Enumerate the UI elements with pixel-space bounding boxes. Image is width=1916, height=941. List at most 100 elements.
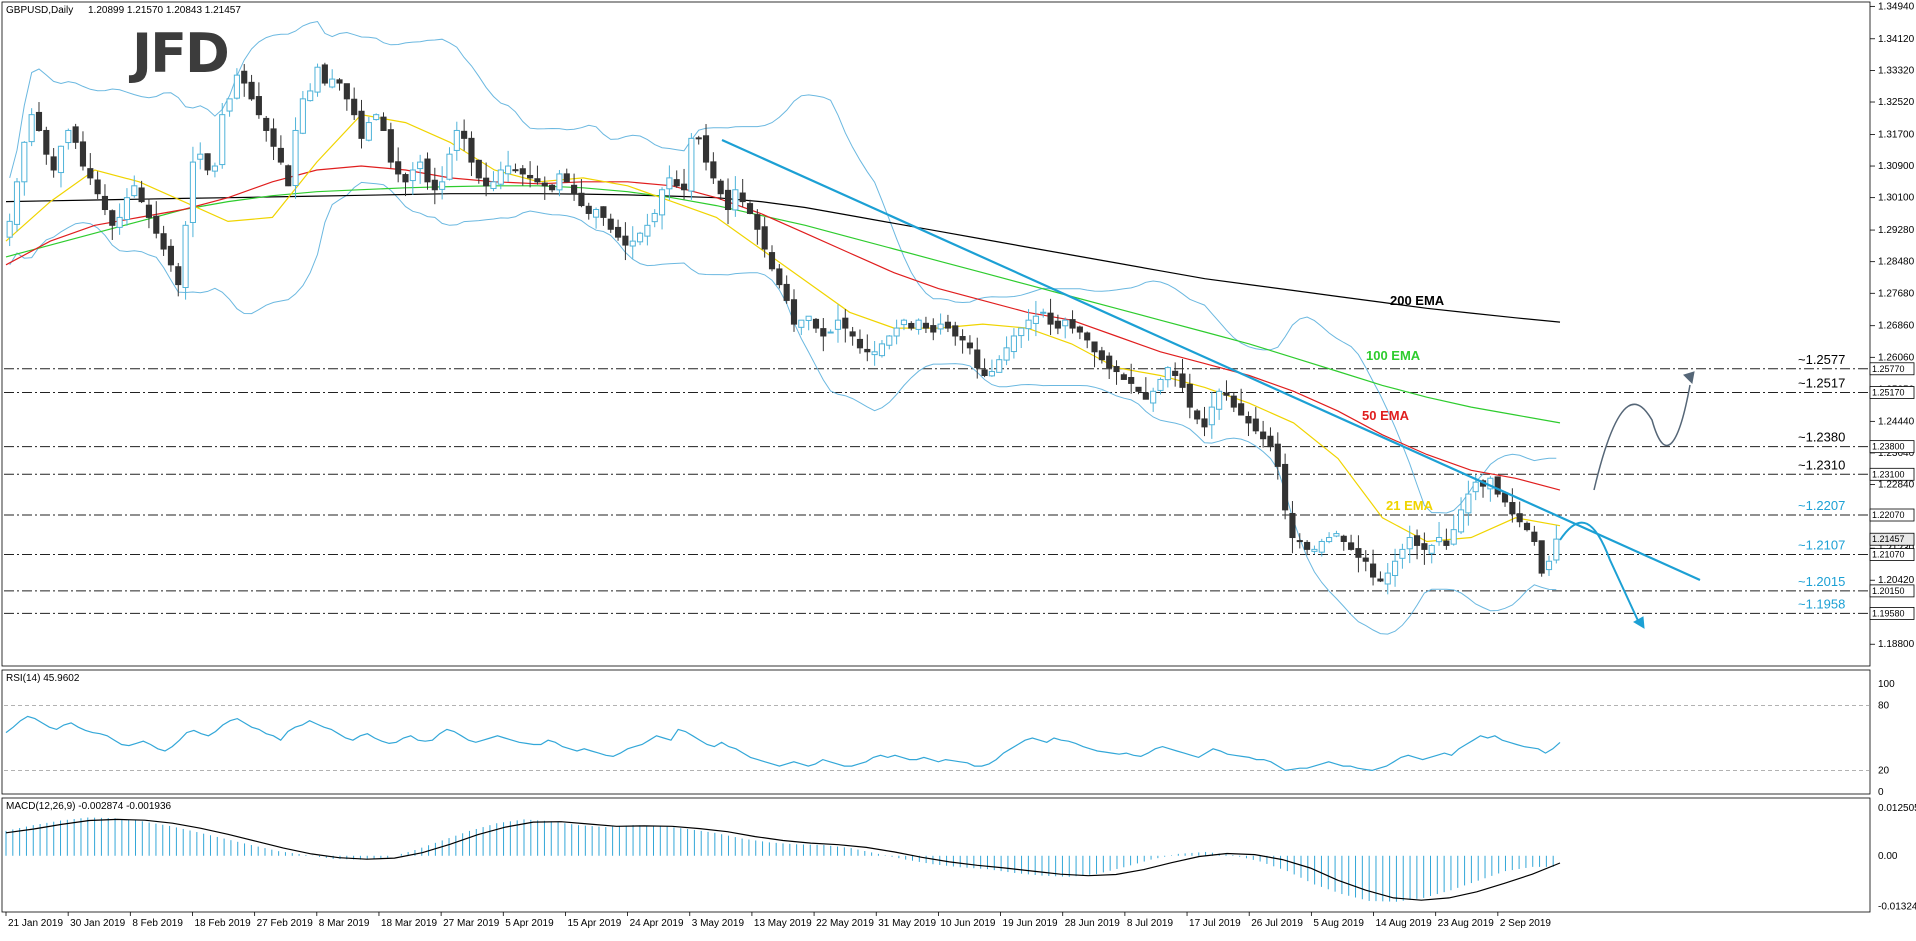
x-tick-label: 26 Jul 2019: [1251, 918, 1303, 929]
level-price-box-text: 1.19580: [1872, 608, 1905, 618]
candle-body: [248, 81, 255, 100]
candle-body: [673, 179, 680, 187]
x-tick-label: 15 Apr 2019: [567, 918, 621, 929]
rsi-y-tick-label: 80: [1878, 701, 1890, 712]
candle-body: [263, 117, 270, 131]
candle-body: [6, 220, 13, 238]
level-label: ~1.2577: [1798, 352, 1845, 367]
candle-body: [1164, 367, 1171, 381]
candle-body: [622, 235, 629, 246]
x-tick-label: 18 Feb 2019: [194, 918, 251, 929]
candle-body: [974, 349, 981, 369]
candle-body: [116, 216, 123, 228]
level-price-box: [1869, 440, 1915, 454]
candle-body: [1252, 418, 1259, 432]
candle-body: [1472, 481, 1479, 493]
candle-body: [189, 161, 196, 223]
ema-label: 50 EMA: [1362, 408, 1410, 423]
level-price-box-text: 1.21070: [1872, 550, 1905, 560]
candle-body: [43, 129, 50, 155]
candle-body: [680, 183, 688, 191]
candle-body: [175, 266, 182, 286]
macd-panel: [5, 817, 1561, 902]
candle-body: [1274, 443, 1281, 467]
candle-body: [666, 177, 673, 190]
price-y-tick-label: 1.32520: [1878, 97, 1915, 108]
candle-body: [864, 348, 871, 353]
price-panel: ~1.2577 ~1.2517 ~1.2380 ~1.2310 ~1.2207 ~1.21…: [4, 20, 1870, 635]
candle-body: [28, 114, 35, 143]
candle-body: [695, 137, 702, 140]
candle-body: [1450, 529, 1457, 545]
candle-body: [988, 371, 995, 377]
macd-y-tick-label: -0.013246: [1878, 901, 1916, 912]
candle-body: [1076, 326, 1083, 333]
candle-body: [160, 233, 167, 250]
candle-body: [1465, 493, 1472, 514]
level-label: ~1.2207: [1798, 498, 1845, 513]
candle-body: [871, 351, 878, 356]
macd-title: MACD(12,26,9) -0.002874 -0.001936: [6, 801, 172, 812]
candle-body: [959, 336, 966, 341]
price-y-tick-label: 1.34120: [1878, 34, 1915, 45]
candle-body: [1531, 531, 1538, 542]
candle-body: [424, 158, 431, 183]
candle-body: [1032, 315, 1039, 324]
candle-body: [834, 319, 842, 330]
candle-body: [1413, 535, 1421, 546]
level-price-box-text: 1.23100: [1872, 469, 1905, 479]
price-y-tick-label: 1.26060: [1878, 352, 1915, 363]
price-y-tick-label: 1.23640: [1878, 448, 1915, 459]
candle-body: [94, 179, 101, 195]
candle-body: [87, 168, 94, 179]
candle-body: [1296, 540, 1303, 543]
candle-body: [395, 161, 402, 175]
candle-body: [512, 169, 519, 172]
x-tick-label: 17 Jul 2019: [1189, 918, 1241, 929]
candle-body: [490, 181, 497, 190]
x-tick-label: 27 Feb 2019: [257, 918, 314, 929]
x-tick-label: 31 May 2019: [878, 918, 936, 929]
candle-body: [1062, 319, 1069, 327]
candle-body: [746, 203, 754, 214]
candle-body: [1384, 572, 1391, 585]
candle-body: [197, 153, 204, 160]
candle-body: [285, 165, 292, 187]
candle-body: [497, 169, 504, 185]
ema-line-2: [5, 185, 1561, 424]
candle-body: [908, 322, 915, 329]
candle-body: [585, 205, 592, 214]
rsi-line: [5, 715, 1561, 772]
x-tick-label: 21 Jan 2019: [8, 918, 63, 929]
candle-body: [439, 181, 446, 190]
candle-body: [922, 322, 930, 329]
candle-body: [57, 145, 65, 174]
price-panel-frame: [1, 1, 1871, 667]
candle-body: [1091, 341, 1098, 353]
price-y-tick-label: 1.27680: [1878, 288, 1915, 299]
header-ohlc: 1.20899 1.21570 1.20843 1.21457: [88, 5, 241, 16]
candle-body: [549, 184, 556, 191]
current-price-text: 1.21457: [1872, 534, 1905, 544]
candle-body: [329, 78, 336, 88]
candle-body: [878, 343, 886, 357]
candle-body: [453, 129, 460, 151]
price-y-tick-label: 1.30100: [1878, 193, 1915, 204]
ema-line-3: [5, 165, 1561, 491]
x-tick-label: 19 Jun 2019: [1003, 918, 1058, 929]
candle-body: [900, 319, 908, 326]
candle-body: [153, 215, 160, 234]
candle-body: [1443, 540, 1450, 546]
candle-body: [805, 315, 812, 321]
candle-body: [365, 122, 372, 141]
x-tick-label: 23 Aug 2019: [1438, 918, 1495, 929]
candle-body: [732, 189, 739, 211]
candle-body: [724, 189, 732, 211]
candle-body: [1553, 538, 1560, 561]
candle-body: [373, 114, 380, 121]
level-label: ~1.2015: [1798, 574, 1845, 589]
price-y-tick-label: 1.24440: [1878, 416, 1915, 427]
price-y-tick-label: 1.26860: [1878, 321, 1915, 332]
